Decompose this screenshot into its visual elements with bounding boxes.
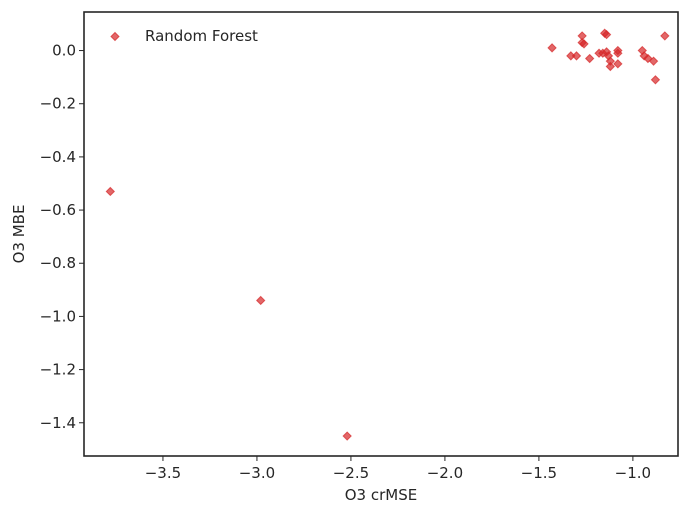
y-tick-label: −1.4 — [40, 414, 76, 432]
y-tick-label: −1.2 — [40, 361, 76, 379]
y-axis-ticks: 0.0 −0.2 −0.4 −0.6 −0.8 −1.0 −1.2 −1.4 — [40, 42, 84, 432]
x-tick-label: −3.0 — [239, 464, 275, 482]
legend-marker-random-forest — [110, 31, 120, 42]
y-tick-label: −0.6 — [40, 201, 76, 219]
x-axis-title: O3 crMSE — [345, 486, 417, 504]
data-point — [105, 186, 116, 197]
legend: Random Forest — [110, 27, 258, 45]
data-point — [579, 39, 589, 49]
y-tick-label: −1.0 — [40, 307, 76, 325]
data-point — [605, 61, 616, 72]
y-axis-title: O3 MBE — [10, 205, 28, 264]
x-tick-label: −1.0 — [615, 464, 651, 482]
data-point — [613, 59, 623, 69]
plot-frame — [83, 11, 679, 457]
data-point — [650, 75, 661, 85]
data-point — [584, 53, 595, 64]
y-tick-label: −0.8 — [40, 254, 76, 272]
data-point — [660, 31, 670, 41]
x-axis-ticks: −3.5 −3.0 −2.5 −2.0 −1.5 −1.0 — [145, 456, 651, 482]
data-point — [571, 51, 582, 61]
data-point — [648, 56, 659, 66]
x-tick-label: −3.5 — [145, 464, 181, 482]
data-point — [613, 48, 623, 58]
x-tick-label: −1.5 — [521, 464, 557, 482]
points-layer — [105, 28, 670, 441]
x-tick-label: −2.5 — [333, 464, 369, 482]
data-point — [547, 43, 557, 53]
y-tick-label: −0.4 — [40, 148, 76, 166]
data-point — [342, 431, 352, 441]
x-tick-label: −2.0 — [427, 464, 463, 482]
data-point — [639, 51, 649, 61]
data-point — [255, 295, 266, 306]
legend-label-random-forest: Random Forest — [145, 27, 258, 45]
y-tick-label: 0.0 — [52, 42, 76, 60]
plot-background — [84, 12, 678, 456]
y-tick-label: −0.2 — [40, 95, 76, 113]
data-point — [601, 29, 612, 40]
